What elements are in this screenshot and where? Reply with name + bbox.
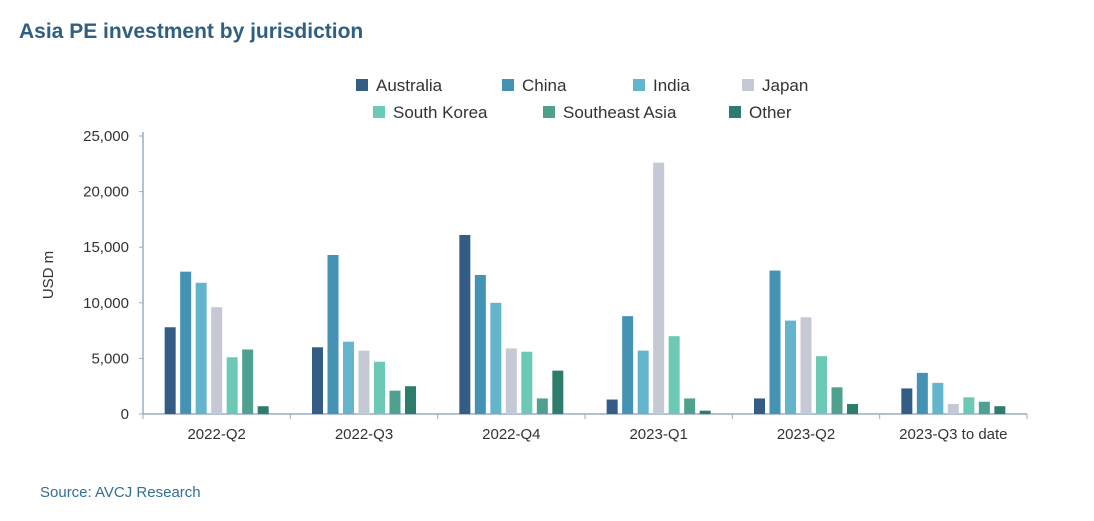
legend-label: Other [749, 103, 792, 122]
bar-other [257, 406, 269, 414]
y-tick-label: 15,000 [83, 239, 129, 256]
bar-japan [505, 348, 517, 414]
bar-south-korea [521, 351, 533, 414]
legend-item-china: China [502, 76, 567, 95]
bar-china [327, 254, 339, 414]
y-tick-label: 5,000 [91, 350, 129, 367]
bar-australia [164, 327, 176, 414]
chart-title: Asia PE investment by jurisdiction [19, 20, 364, 43]
bar-china [769, 270, 781, 414]
legend-item-india: India [633, 76, 690, 95]
bar-india [785, 320, 796, 414]
bar-japan [947, 403, 959, 414]
legend-swatch [729, 106, 741, 118]
bar-japan [800, 317, 812, 414]
bar-southeast-asia [978, 401, 990, 414]
axis-labels: 0 5,000 10,000 15,000 20,000 25,000 USD m 2022-… [40, 128, 1008, 443]
source-note: Source: AVCJ Research [40, 484, 201, 501]
bar-southeast-asia [389, 390, 401, 414]
y-tick-label: 0 [121, 406, 129, 423]
x-tick-label: 2023-Q3 to date [899, 426, 1007, 443]
bar-australia [312, 347, 323, 414]
bar-australia [901, 388, 913, 414]
bar-southeast-asia [831, 387, 843, 414]
bar-southeast-asia [242, 349, 254, 414]
bar-south-korea [816, 356, 827, 414]
x-tick-label: 2023-Q2 [777, 426, 835, 443]
legend-item-southeast-asia: Southeast Asia [543, 103, 677, 122]
legend-swatch [356, 79, 368, 91]
bar-southeast-asia [536, 398, 548, 414]
bar-other [994, 406, 1006, 414]
bar-india [637, 350, 649, 414]
legend-label: India [653, 76, 690, 95]
x-tick-label: 2022-Q3 [335, 426, 393, 443]
legend: Australia China India Japan South Korea South… [356, 76, 808, 122]
bar-china [916, 372, 928, 414]
legend-swatch [633, 79, 645, 91]
legend-swatch [742, 79, 754, 91]
y-tick-label: 25,000 [83, 128, 129, 145]
bar-india [195, 282, 207, 414]
bar-australia [754, 398, 765, 414]
legend-swatch [543, 106, 555, 118]
legend-label: China [522, 76, 567, 95]
legend-item-japan: Japan [742, 76, 808, 95]
bar-china [180, 271, 192, 414]
bar-other [847, 403, 858, 414]
legend-label: Japan [762, 76, 808, 95]
bar-other [552, 370, 564, 414]
y-tick-label: 10,000 [83, 295, 129, 312]
legend-label: South Korea [393, 103, 488, 122]
x-tick-label: 2022-Q2 [187, 426, 245, 443]
legend-label: Southeast Asia [563, 103, 677, 122]
legend-item-australia: Australia [356, 76, 443, 95]
bar-japan [653, 162, 665, 414]
legend-item-other: Other [729, 103, 792, 122]
bars [164, 162, 1006, 414]
bar-south-korea [963, 397, 975, 414]
x-tick-label: 2022-Q4 [482, 426, 540, 443]
axes [139, 132, 1028, 419]
bar-japan [211, 307, 223, 414]
bar-south-korea [374, 361, 385, 414]
legend-item-south-korea: South Korea [373, 103, 488, 122]
bar-japan [358, 350, 370, 414]
legend-swatch [502, 79, 514, 91]
bar-other [699, 410, 711, 414]
bar-south-korea [668, 336, 680, 414]
legend-swatch [373, 106, 385, 118]
bar-other [405, 386, 416, 414]
bar-india [490, 302, 502, 414]
bar-australia [606, 399, 618, 414]
bar-china [474, 275, 486, 414]
legend-label: Australia [376, 76, 443, 95]
y-axis-label: USD m [40, 251, 57, 299]
bar-south-korea [226, 357, 238, 414]
bar-india [932, 382, 944, 414]
bar-china [622, 316, 634, 414]
y-tick-label: 20,000 [83, 184, 129, 201]
bar-australia [459, 234, 471, 414]
bar-india [343, 341, 354, 414]
bar-southeast-asia [684, 398, 696, 414]
x-tick-label: 2023-Q1 [629, 426, 687, 443]
